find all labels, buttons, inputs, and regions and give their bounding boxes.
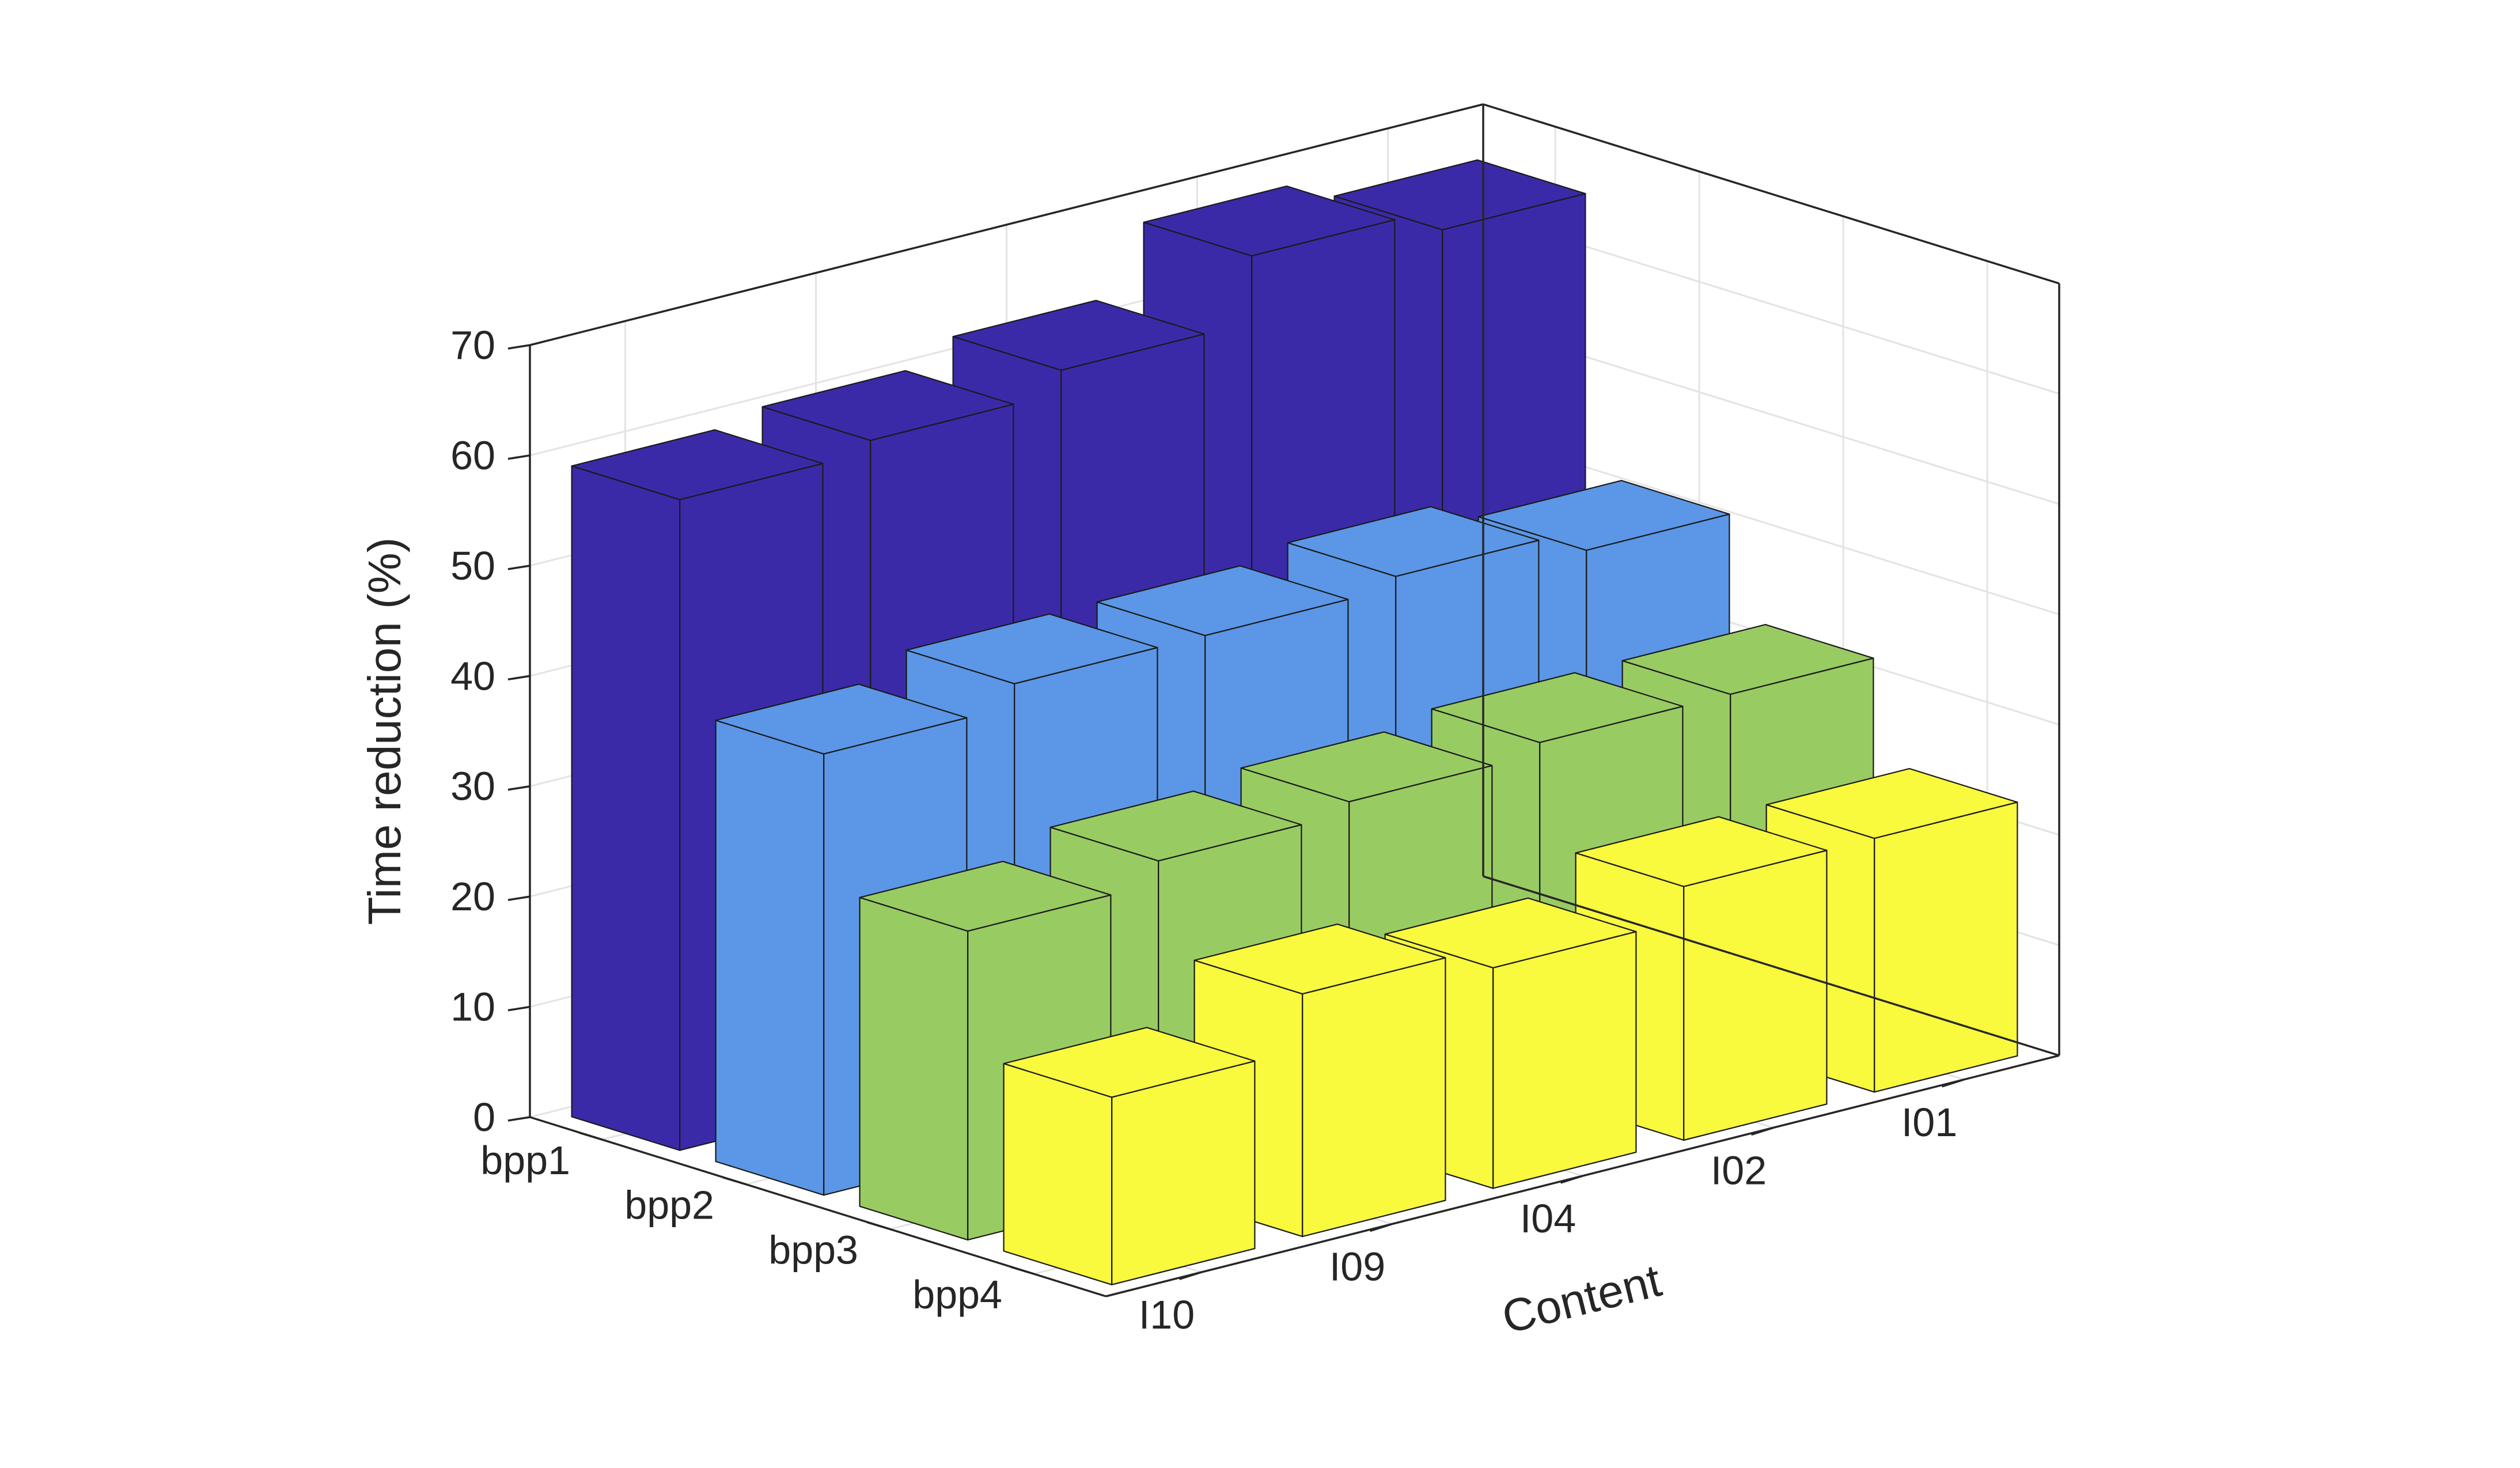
bar-side-face xyxy=(571,465,681,1151)
z-tick-mark xyxy=(507,1005,530,1012)
bar-top-face xyxy=(1143,186,1396,257)
bar-top-face xyxy=(1193,923,1446,995)
bitrate-tick-mark xyxy=(866,1221,890,1231)
bar-side-face xyxy=(859,896,969,1241)
bar-top-face xyxy=(1621,623,1874,695)
content-tick-mark xyxy=(1750,1126,1774,1136)
bar-top-face xyxy=(905,613,1158,684)
bitrate-tick-mark xyxy=(578,1132,602,1141)
z-tick-mark xyxy=(507,675,530,681)
content-tick-mark xyxy=(1941,1079,1965,1088)
bar-top-face xyxy=(1477,479,1730,551)
z-tick-mark xyxy=(507,454,530,460)
axes-layer: 0 10 20 30 40 50 60 70 bpp1 bpp2 bpp3 bpp4 I10 I09 I04… xyxy=(450,103,2060,1337)
bar xyxy=(1003,1027,1256,1285)
bar-front-face xyxy=(1492,930,1637,1189)
bar-top-face xyxy=(1096,565,1349,637)
bar-top-face xyxy=(1049,790,1302,862)
z-tick-mark xyxy=(507,1116,530,1122)
bar-top-face xyxy=(761,370,1014,441)
content-tick-label: I09 xyxy=(1329,1244,1385,1289)
z-tick-label: 0 xyxy=(473,1095,495,1140)
axis-box-edge xyxy=(529,1116,1106,1297)
z-tick-label: 50 xyxy=(450,543,495,588)
bar-top-face xyxy=(952,300,1205,371)
z-tick-label: 10 xyxy=(450,985,495,1030)
axis-box-edge xyxy=(529,103,1484,346)
bar-side-face xyxy=(1003,1062,1113,1285)
bar-top-face xyxy=(715,683,968,755)
bitrate-tick-label: bpp4 xyxy=(912,1272,1002,1317)
bar-top-face xyxy=(1575,816,1828,887)
bar-top-face xyxy=(1333,159,1586,230)
z-tick-label: 30 xyxy=(450,764,495,809)
content-tick-label: I04 xyxy=(1520,1196,1576,1241)
bar-top-face xyxy=(1287,506,1540,577)
bar-top-face xyxy=(1384,897,1637,968)
axis-box-edge xyxy=(1483,103,2060,285)
z-tick-label: 40 xyxy=(450,653,495,698)
bar-top-face xyxy=(1240,731,1493,803)
bar-top-face xyxy=(571,429,824,501)
x-axis-title: Content xyxy=(1497,1254,1666,1343)
z-tick-mark xyxy=(507,565,530,570)
bar-top-face xyxy=(1431,672,1684,743)
bitrate-tick-mark xyxy=(722,1176,746,1186)
bitrate-tick-label: bpp1 xyxy=(480,1138,570,1183)
bar-front-face xyxy=(1111,1060,1256,1285)
bar xyxy=(1384,897,1637,1189)
bitrate-tick-mark xyxy=(1010,1266,1034,1275)
bar-top-face xyxy=(1003,1027,1256,1098)
z-tick-label: 70 xyxy=(450,323,495,368)
content-tick-mark xyxy=(1178,1271,1202,1280)
content-tick-mark xyxy=(1560,1175,1583,1184)
content-tick-mark xyxy=(1369,1223,1393,1232)
bar-front-face xyxy=(1874,801,2018,1093)
bar-top-face xyxy=(1765,767,2018,839)
bitrate-tick-label: bpp2 xyxy=(624,1183,714,1228)
bar-front-face xyxy=(1683,849,1828,1141)
content-tick-label: I10 xyxy=(1139,1292,1195,1337)
z-tick-label: 60 xyxy=(450,433,495,478)
content-tick-label: I02 xyxy=(1711,1148,1767,1193)
z-tick-mark xyxy=(507,344,530,350)
bars-layer xyxy=(571,159,2018,1285)
axis-box-edge xyxy=(1483,875,2060,1057)
bitrate-tick-label: bpp3 xyxy=(768,1227,858,1272)
content-tick-label: I01 xyxy=(1901,1100,1957,1145)
z-axis-title: Time reduction (%) xyxy=(359,538,410,925)
z-tick-mark xyxy=(507,895,530,901)
z-tick-label: 20 xyxy=(450,874,495,919)
bar-side-face xyxy=(715,720,825,1196)
z-tick-mark xyxy=(507,785,530,791)
bar-front-face xyxy=(1302,957,1446,1238)
bar-top-face xyxy=(859,860,1112,932)
